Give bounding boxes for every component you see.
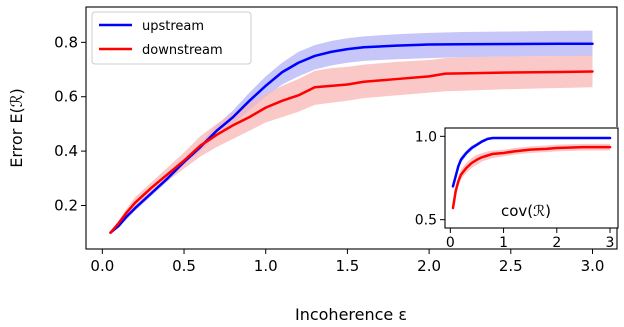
inset-chart: 0 1 2 3 0.5 1.0 cov(ℛ)	[415, 127, 620, 251]
x-tick-label: 0.5	[172, 257, 196, 275]
x-tick-label: 3.0	[581, 257, 605, 275]
inset-series-lines	[451, 136, 612, 210]
legend-label-downstream: downstream	[142, 43, 223, 58]
upstream-line	[109, 42, 594, 234]
x-tick-label: 0.0	[90, 257, 114, 275]
x-tick-label: 2.0	[417, 257, 441, 275]
legend-label-upstream: upstream	[142, 19, 204, 34]
inset-y-tick-label: 0.5	[415, 213, 437, 229]
main-series-lines	[109, 42, 594, 234]
inset-title: cov(ℛ)	[501, 202, 551, 220]
x-axis-label: Incoherence ε	[295, 305, 407, 324]
inset-y-tick-label: 1.0	[415, 129, 437, 145]
x-tick-label: 1.5	[335, 257, 359, 275]
inset-plot-frame	[444, 127, 619, 229]
y-tick-label: 0.8	[54, 33, 78, 51]
upstream-band	[110, 30, 593, 235]
x-tick-label: 2.5	[499, 257, 523, 275]
inset-series-2-line	[451, 145, 612, 210]
y-tick-label: 0.6	[54, 88, 78, 106]
main-y-axis-ticks: 0.2 0.4 0.6 0.8	[54, 33, 86, 214]
inset-series-1-line	[451, 136, 612, 188]
y-tick-label: 0.2	[54, 196, 78, 214]
inset-x-tick-label: 3	[606, 235, 615, 251]
inset-x-tick-label: 0	[446, 235, 455, 251]
inset-y-axis-ticks: 0.5 1.0	[415, 129, 445, 229]
downstream-line	[109, 70, 594, 234]
inset-x-tick-label: 1	[499, 235, 508, 251]
main-x-axis-ticks: 0.0 0.5 1.0 1.5 2.0 2.5 3.0	[90, 249, 604, 275]
y-tick-label: 0.4	[54, 142, 78, 160]
y-axis-label: Error E(ℛ)	[7, 88, 26, 167]
inset-x-axis-ticks: 0 1 2 3	[446, 228, 615, 251]
x-tick-label: 1.0	[254, 257, 278, 275]
inset-x-tick-label: 2	[552, 235, 561, 251]
legend: upstream downstream	[91, 11, 252, 65]
